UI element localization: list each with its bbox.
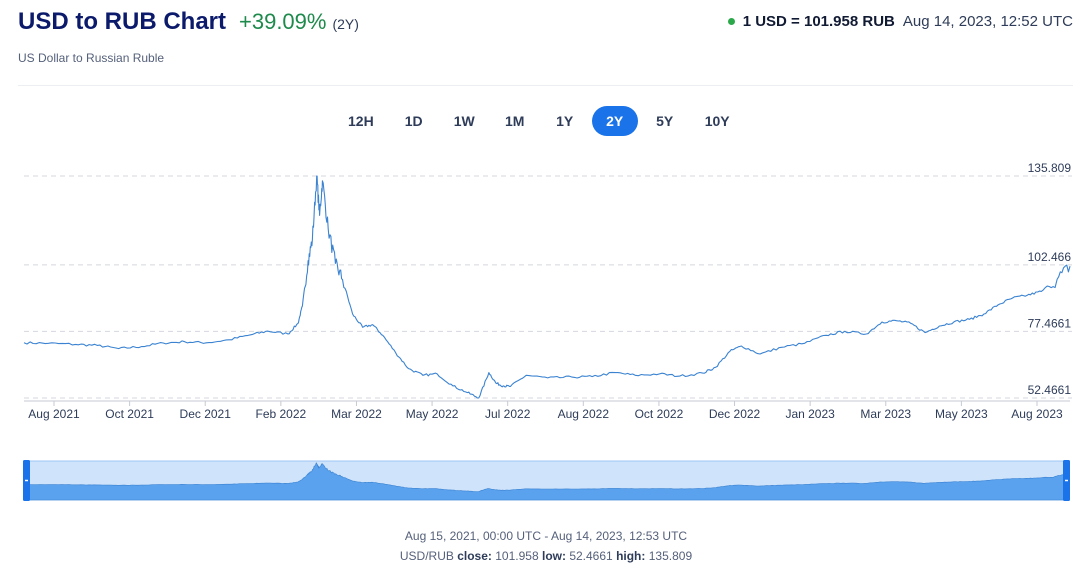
y-tick-label: 52.4661 [1028,383,1072,397]
high-value: 135.809 [648,549,693,563]
low-value: 52.4661 [569,549,613,563]
current-rate: 1 USD = 101.958 RUB [742,13,895,30]
y-tick-label: 135.809 [1028,161,1072,175]
x-tick-label: Feb 2022 [255,407,306,421]
footer-stats: USD/RUB close: 101.958 low: 52.4661 high… [0,549,1079,563]
tab-1m[interactable]: 1M [504,113,525,129]
x-axis: Aug 2021 Oct 2021 Dec 2021 Feb 2022 Mar 2022… [24,400,1070,421]
tab-2y[interactable]: 2Y [591,106,638,136]
x-tick-label: Aug 2023 [1011,407,1063,421]
tab-1w[interactable]: 1W [453,113,475,129]
pair-subtitle: US Dollar to Russian Ruble [18,51,165,65]
y-tick-label: 77.4661 [1028,316,1072,330]
live-rate: 1 USD = 101.958 RUB Aug 14, 2023, 12:52 … [727,13,1073,30]
navigator[interactable] [23,460,1070,501]
range-tabs: 12H 1D 1W 1M 1Y 2Y 5Y 10Y [333,106,745,136]
x-tick-label: Jan 2023 [785,407,835,421]
header-divider [18,85,1073,86]
close-label: close: [457,549,492,563]
x-tick-label: Oct 2022 [635,407,684,421]
footer-range: Aug 15, 2021, 00:00 UTC - Aug 14, 2023, … [404,529,688,543]
series-layer [23,175,1071,399]
x-tick-label: Dec 2021 [180,407,232,421]
chart-header: USD to RUB Chart +39.09% (2Y) [18,8,359,36]
x-tick-label: May 2023 [935,407,988,421]
live-dot-icon [727,18,735,25]
rate-timestamp: Aug 14, 2023, 12:52 UTC [902,13,1073,30]
x-tick-label: Mar 2023 [860,407,911,421]
low-label: low: [541,549,566,563]
high-label: high: [616,549,646,563]
tab-1d[interactable]: 1D [404,113,423,129]
footer-pair: USD/RUB [399,549,454,563]
tab-1y[interactable]: 1Y [556,113,574,129]
x-tick-label: Mar 2022 [331,407,382,421]
y-tick-label: 102.466 [1028,250,1072,264]
series-line [23,175,1071,399]
price-chart[interactable]: 135.809 102.466 77.4661 52.4661 Aug 2021 Oct… [0,155,1079,515]
tab-5y[interactable]: 5Y [656,113,674,129]
x-tick-label: Aug 2021 [28,407,80,421]
close-value: 101.958 [495,549,539,563]
x-tick-label: Aug 2022 [558,407,610,421]
navigator-area [23,462,1069,501]
page-title: USD to RUB Chart [18,8,226,35]
tab-12h[interactable]: 12H [348,113,374,129]
x-tick-label: Jul 2022 [485,407,531,421]
x-tick-label: May 2022 [406,407,459,421]
x-tick-label: Dec 2022 [709,407,761,421]
x-tick-label: Oct 2021 [105,407,154,421]
change-percent: +39.09% [239,9,327,34]
change-period: (2Y) [332,16,359,32]
tab-10y[interactable]: 10Y [704,113,730,129]
grid-lines: 135.809 102.466 77.4661 52.4661 [24,161,1072,399]
